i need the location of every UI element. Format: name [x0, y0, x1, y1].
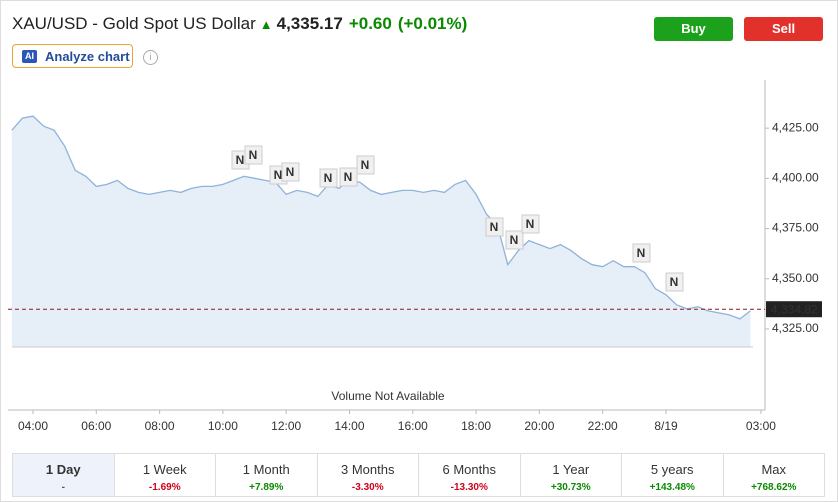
news-marker: [505, 230, 524, 250]
x-tick-label: 03:00: [746, 419, 776, 433]
ai-badge: AI: [22, 50, 37, 63]
news-marker-label: N: [510, 233, 519, 247]
period-tab[interactable]: 3 Months -3.30%: [318, 454, 419, 496]
current-price-label: 4,334.82: [771, 302, 818, 316]
news-marker-label: N: [526, 217, 535, 231]
news-marker: [632, 243, 651, 263]
period-tabs: 1 Day - 1 Week -1.69% 1 Month +7.89% 3 Months -…: [12, 453, 825, 497]
area: [11, 116, 751, 347]
news-marker-label: N: [361, 158, 370, 172]
news-marker: [485, 217, 504, 237]
instrument-header: XAU/USD - Gold Spot US Dollar ▲ 4,335.17 +0…: [12, 14, 467, 34]
news-marker-label: N: [274, 168, 283, 182]
news-marker: [281, 162, 300, 182]
period-tab[interactable]: 5 years +143.48%: [622, 454, 724, 496]
period-change: -13.30%: [450, 482, 488, 493]
period-change: +30.73%: [550, 482, 591, 493]
period-tab[interactable]: 6 Months -13.30%: [419, 454, 521, 496]
news-marker: [665, 272, 684, 292]
current-price-box: [766, 301, 822, 318]
period-tab[interactable]: 1 Year +30.73%: [521, 454, 622, 496]
period-label: 1 Month: [242, 462, 290, 477]
period-label: 5 years: [650, 462, 694, 477]
y-tick-label: 4,350.00: [772, 271, 819, 285]
news-marker: [356, 155, 375, 175]
news-marker-label: N: [344, 170, 353, 184]
period-change: +143.48%: [649, 482, 695, 493]
news-marker: [339, 167, 358, 187]
y-tick-label: 4,325.00: [772, 321, 819, 335]
change-pct: (+0.01%): [397, 14, 468, 33]
sell-button[interactable]: Sell: [744, 17, 823, 41]
x-tick-label: 04:00: [18, 419, 48, 433]
period-change: +7.89%: [249, 482, 284, 493]
period-label: 6 Months: [442, 462, 496, 477]
analyze-label: Analyze chart: [45, 49, 130, 64]
period-change: -: [61, 482, 65, 493]
y-tick-label: 4,425.00: [772, 120, 819, 134]
instrument-title: XAU/USD - Gold Spot US Dollar: [12, 14, 256, 33]
x-tick-label: 18:00: [461, 419, 491, 433]
analyze-button[interactable]: AI Analyze chart: [12, 44, 133, 68]
up-arrow: ▲: [259, 17, 273, 32]
news-marker-label: N: [249, 148, 258, 162]
news-marker-label: N: [236, 153, 245, 167]
period-label: Max: [761, 462, 787, 477]
x-tick-label: 16:00: [398, 419, 428, 433]
x-tick-label: 08:00: [145, 419, 175, 433]
period-tab[interactable]: 1 Month +7.89%: [216, 454, 318, 496]
news-marker: [244, 145, 263, 165]
period-label: 1 Week: [142, 462, 187, 477]
x-tick-label: 14:00: [334, 419, 364, 433]
period-label: 3 Months: [341, 462, 395, 477]
x-tick-label: 06:00: [81, 419, 111, 433]
x-tick-label: 12:00: [271, 419, 301, 433]
line: [11, 115, 751, 320]
x-tick-label: 22:00: [588, 419, 618, 433]
chart: 4,325.00 4,350.00 4,375.00 4,400.00 4,425.00…: [8, 80, 822, 433]
period-label: 1 Day: [45, 462, 81, 477]
period-tab[interactable]: 1 Day -: [13, 454, 115, 496]
period-tab[interactable]: Max +768.62%: [724, 454, 825, 496]
news-marker-label: N: [637, 246, 646, 260]
news-marker-label: N: [286, 165, 295, 179]
period-label: 1 Year: [552, 462, 590, 477]
buy-button[interactable]: Buy: [654, 17, 733, 41]
y-tick-label: 4,400.00: [772, 171, 819, 185]
period-change: -1.69%: [148, 482, 181, 493]
news-marker-label: N: [490, 220, 499, 234]
x-tick-label: 20:00: [524, 419, 554, 433]
news-marker: [319, 168, 338, 188]
y-tick-label: 4,375.00: [772, 221, 819, 235]
x-tick-label: 8/19: [654, 419, 678, 433]
info-icon[interactable]: i: [143, 50, 158, 65]
period-change: +768.62%: [751, 482, 797, 493]
period-tab[interactable]: 1 Week -1.69%: [115, 454, 216, 496]
news-marker: [521, 214, 540, 234]
x-tick-label: 10:00: [208, 419, 238, 433]
volume-note: Volume Not Available: [331, 389, 445, 403]
news-marker-label: N: [670, 275, 679, 289]
change: +0.60: [348, 14, 392, 33]
price: 4,335.17: [276, 14, 343, 33]
news-marker-label: N: [324, 171, 333, 185]
period-change: -3.30%: [351, 482, 384, 493]
